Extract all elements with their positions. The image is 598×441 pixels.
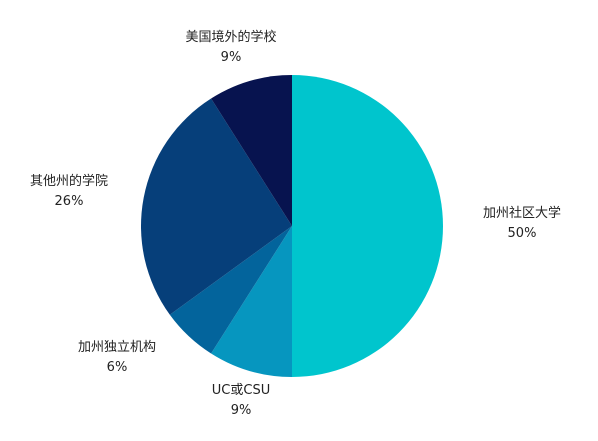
slice-name: 其他州的学院 — [29, 174, 109, 189]
slice-percent: 9% — [220, 50, 242, 65]
slice-percent: 6% — [106, 360, 128, 375]
pie-slice-4 — [141, 98, 292, 315]
pie-slice-2 — [211, 226, 292, 377]
slice-label-4: 其他州的学院 26% — [30, 172, 108, 212]
slice-label-1: 加州社区大学 50% — [483, 204, 561, 244]
pie-slice-1 — [292, 75, 443, 377]
slice-name: 加州社区大学 — [482, 206, 562, 221]
slice-label-2: UC或CSU 9% — [212, 381, 270, 421]
slice-percent: 9% — [230, 403, 252, 418]
pie-slice-5 — [211, 75, 292, 226]
slice-name: UC或CSU — [211, 383, 271, 398]
slice-name: 加州独立机构 — [77, 340, 157, 355]
slice-percent: 26% — [54, 194, 84, 209]
slice-percent: 50% — [507, 226, 537, 241]
slice-label-5: 美国境外的学校 9% — [185, 28, 276, 68]
slice-name: 美国境外的学校 — [185, 30, 277, 45]
slice-label-3: 加州独立机构 6% — [78, 338, 156, 378]
pie-slice-3 — [169, 226, 292, 354]
